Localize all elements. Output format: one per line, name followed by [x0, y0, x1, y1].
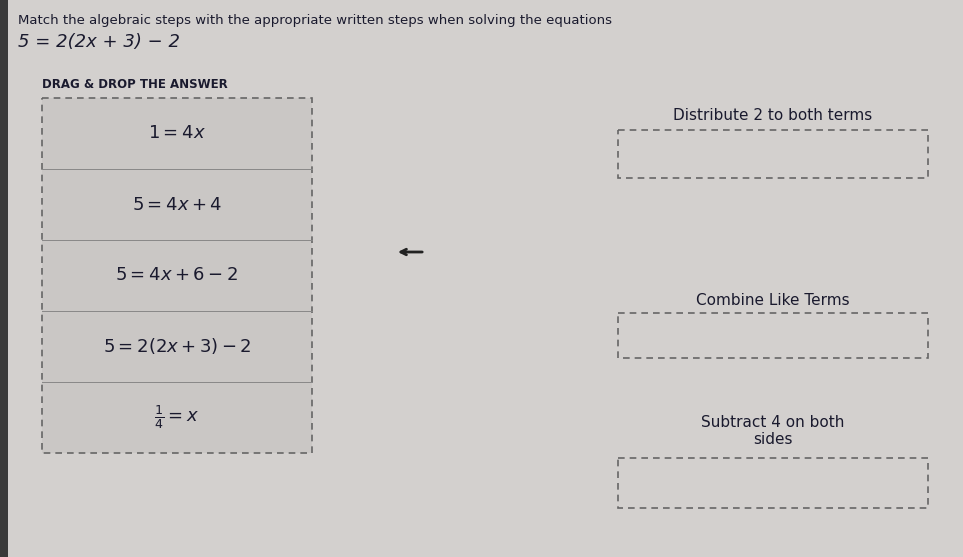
Text: 5 = 2(2x + 3) − 2: 5 = 2(2x + 3) − 2 [18, 33, 180, 51]
Text: $5 = 4x + 6 - 2$: $5 = 4x + 6 - 2$ [116, 266, 239, 285]
Text: DRAG & DROP THE ANSWER: DRAG & DROP THE ANSWER [42, 78, 228, 91]
Text: $5 = 2(2x + 3) - 2$: $5 = 2(2x + 3) - 2$ [103, 336, 251, 356]
FancyBboxPatch shape [42, 98, 312, 453]
FancyBboxPatch shape [618, 130, 928, 178]
FancyBboxPatch shape [618, 458, 928, 508]
Text: Combine Like Terms: Combine Like Terms [696, 293, 849, 308]
Text: Distribute 2 to both terms: Distribute 2 to both terms [673, 108, 872, 123]
FancyBboxPatch shape [0, 0, 8, 557]
Text: Subtract 4 on both
sides: Subtract 4 on both sides [701, 415, 845, 447]
Text: $1 = 4x$: $1 = 4x$ [148, 125, 206, 143]
Text: $5 = 4x + 4$: $5 = 4x + 4$ [132, 196, 222, 213]
Text: $\frac{1}{4} = x$: $\frac{1}{4} = x$ [154, 404, 199, 432]
Text: Match the algebraic steps with the appropriate written steps when solving the eq: Match the algebraic steps with the appro… [18, 14, 612, 27]
FancyBboxPatch shape [618, 313, 928, 358]
